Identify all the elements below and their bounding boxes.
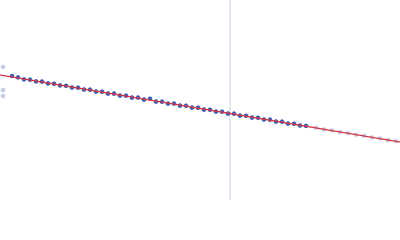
- chart: [0, 0, 400, 200]
- fit-line: [0, 74, 400, 143]
- data-point: [0, 64, 6, 70]
- data-point: [0, 93, 6, 99]
- data-point: [0, 87, 6, 93]
